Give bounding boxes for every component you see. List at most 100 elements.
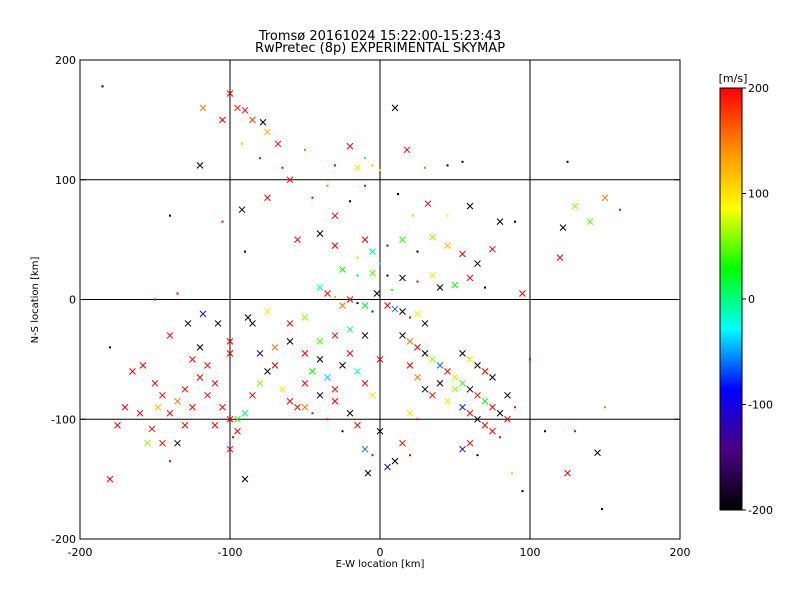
data-point-157 — [371, 454, 374, 457]
data-point-229 — [412, 214, 414, 217]
x-tick-label-1: -100 — [218, 546, 243, 559]
data-point-190 — [489, 427, 496, 435]
data-point-132 — [244, 314, 252, 321]
y-tick-label-4: 200 — [55, 54, 76, 67]
data-point-219 — [226, 350, 234, 357]
data-point-2 — [219, 116, 226, 124]
data-point-105 — [256, 379, 264, 387]
data-point-232 — [391, 288, 393, 291]
data-point-10 — [196, 162, 204, 169]
data-point-226 — [304, 148, 306, 151]
data-point-124 — [286, 338, 294, 345]
data-point-44 — [316, 230, 324, 237]
data-point-83 — [421, 320, 429, 327]
data-point-91 — [151, 379, 159, 387]
data-point-34 — [514, 220, 516, 223]
data-point-81 — [409, 316, 411, 319]
data-point-139 — [159, 439, 166, 447]
colorbar — [719, 87, 743, 511]
data-point-55 — [459, 250, 466, 258]
data-point-79 — [391, 305, 399, 313]
data-point-1 — [199, 104, 207, 112]
data-point-42 — [244, 250, 246, 253]
data-point-153 — [341, 430, 344, 433]
data-point-18 — [354, 164, 361, 172]
data-point-65 — [436, 284, 444, 291]
data-point-61 — [386, 274, 389, 277]
grid-lines — [80, 60, 680, 539]
data-point-208 — [564, 469, 571, 477]
colorbar-ticks: -200 -100 0 100 200 — [742, 82, 773, 517]
data-point-194 — [459, 350, 466, 357]
data-point-39 — [264, 194, 271, 202]
data-point-66 — [451, 281, 459, 289]
data-point-167 — [421, 350, 429, 357]
data-point-182 — [429, 391, 436, 399]
data-point-195 — [466, 356, 474, 363]
data-point-144 — [234, 415, 241, 423]
x-tick-label-3: 100 — [520, 546, 541, 559]
data-point-113 — [316, 356, 324, 363]
data-point-93 — [166, 409, 174, 417]
data-point-13 — [286, 176, 294, 184]
data-point-210 — [594, 449, 601, 457]
data-point-109 — [286, 397, 294, 405]
data-point-215 — [204, 362, 211, 369]
data-point-213 — [196, 344, 204, 351]
data-point-225 — [281, 166, 284, 169]
data-point-3 — [226, 90, 234, 97]
data-point-197 — [481, 367, 489, 375]
data-point-200 — [416, 418, 419, 421]
data-point-224 — [349, 200, 351, 203]
data-point-183 — [436, 379, 444, 387]
data-point-15 — [326, 184, 329, 187]
data-point-29 — [571, 202, 579, 210]
data-point-62 — [399, 274, 406, 282]
data-point-49 — [379, 262, 381, 265]
data-point-59 — [356, 274, 359, 277]
data-point-168 — [429, 356, 436, 363]
data-point-216 — [136, 409, 144, 417]
data-point-223 — [331, 212, 339, 220]
chart-subtitle: RwPretec (8p) EXPERIMENTAL SKYMAP — [255, 41, 505, 56]
data-point-25 — [446, 164, 449, 167]
data-point-50 — [386, 244, 389, 247]
data-point-19 — [364, 157, 366, 160]
x-tick-label-0: -200 — [68, 546, 93, 559]
data-point-133 — [264, 308, 271, 315]
data-point-114 — [324, 373, 331, 381]
data-point-82 — [414, 310, 421, 318]
data-point-127 — [331, 332, 339, 339]
data-point-177 — [496, 409, 504, 417]
y-tick-label-3: 100 — [55, 174, 76, 187]
data-point-36 — [466, 202, 474, 210]
data-point-92 — [159, 391, 166, 399]
data-point-181 — [421, 385, 429, 393]
data-point-84 — [166, 332, 174, 339]
data-point-230 — [424, 200, 432, 208]
data-point-158 — [376, 427, 384, 435]
data-point-110 — [294, 403, 301, 411]
data-point-160 — [391, 457, 399, 465]
data-point-147 — [211, 421, 219, 429]
y-tick-label-0: -200 — [51, 533, 76, 546]
data-point-88 — [226, 338, 234, 345]
data-point-58 — [339, 266, 346, 273]
data-point-201 — [459, 445, 466, 453]
data-point-43 — [294, 236, 301, 243]
data-point-187 — [466, 409, 474, 417]
chart-title: Tromsø 20161024 15:22:00-15:23:43 — [258, 29, 501, 44]
data-point-130 — [286, 320, 294, 327]
data-point-218 — [249, 320, 256, 327]
data-point-140 — [169, 460, 171, 463]
data-point-222 — [109, 346, 111, 349]
data-point-35 — [496, 218, 504, 226]
data-point-174 — [474, 391, 481, 399]
data-point-46 — [356, 256, 359, 259]
data-point-77 — [371, 310, 374, 313]
data-point-67 — [466, 274, 474, 282]
data-point-150 — [316, 391, 324, 399]
data-point-103 — [241, 409, 249, 417]
y-tick-label-1: -100 — [51, 413, 76, 426]
